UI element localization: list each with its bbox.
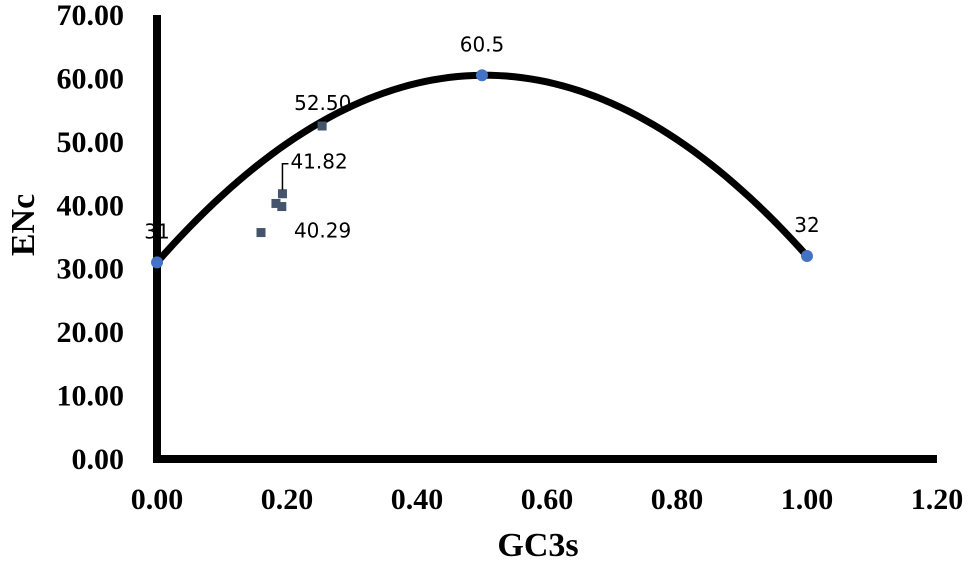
x-tick-label: 0.60 [521,483,574,516]
gene-point-label: 41.82 [290,150,347,174]
gene-point [271,198,281,208]
y-tick-label: 20.00 [57,316,125,349]
x-axis-title: GC3s [497,527,578,563]
y-axis-title: ENc [5,194,42,256]
curve-point-label: 31 [144,219,169,243]
expected-curve-layer [153,71,811,266]
y-tick-label: 10.00 [57,380,125,413]
x-tick-label: 0.00 [131,483,184,516]
curve-point [476,69,488,82]
curve-point-label: 32 [794,213,819,237]
y-tick-label: 70.00 [57,0,125,32]
gene-point-label: 40.29 [294,218,351,242]
gene-point-label: 52.50 [294,91,351,115]
gene-point [317,121,327,131]
data-points [151,69,813,269]
y-tick-label: 50.00 [57,126,125,159]
curve-point [801,250,813,263]
x-tick-label: 1.20 [911,483,964,516]
data-labels: 31 60.5 32 40.29 41.82 52.50 [144,32,819,243]
y-tick-label: 60.00 [57,62,125,95]
y-tick-label: 0.00 [72,443,125,476]
gene-point [277,189,287,199]
axes [153,15,937,463]
x-tick-label: 0.20 [261,483,314,516]
curve-point [151,256,163,269]
x-tick-label: 0.80 [651,483,704,516]
tick-labels: 0.00 0.20 0.40 0.60 0.80 1.00 1.20 0.00 10.00 20.… [57,0,964,516]
curve-point-label: 60.5 [460,32,505,56]
x-tick-label: 1.00 [781,483,834,516]
x-tick-label: 0.40 [391,483,444,516]
gene-point [277,202,287,212]
expected-enc-curve [153,71,811,266]
y-tick-label: 40.00 [57,189,125,222]
label-leader-line [281,162,289,190]
y-tick-label: 30.00 [57,253,125,286]
gene-point [256,228,266,238]
